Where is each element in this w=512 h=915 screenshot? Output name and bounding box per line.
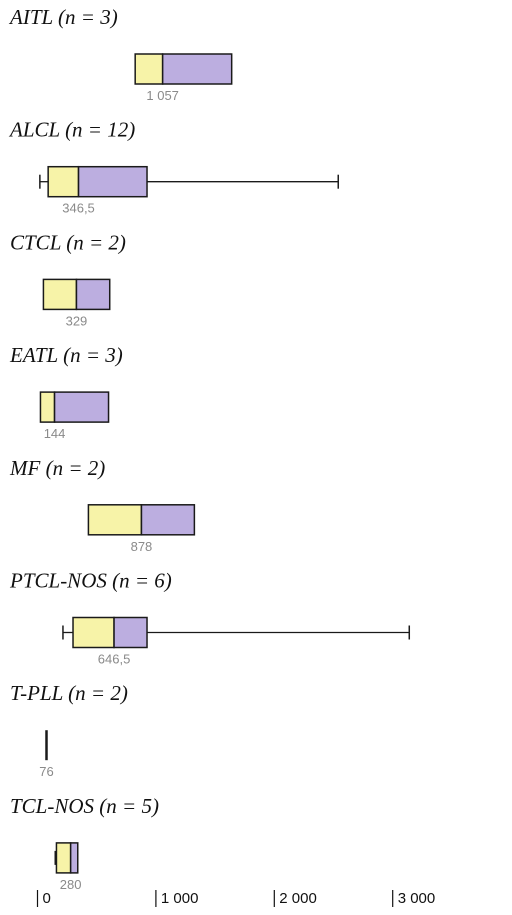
median-label-t-pll: 76	[39, 764, 53, 779]
group-title-ptcl-nos: PTCL-NOS (n = 6)	[9, 569, 172, 593]
box-lower-tcl-nos	[55, 842, 72, 874]
median-label-ctcl: 329	[66, 313, 88, 328]
box-lower-eatl	[39, 391, 56, 423]
group-title-ctcl: CTCL (n = 2)	[10, 230, 126, 254]
box-upper-ctcl	[75, 278, 111, 311]
box-upper-ptcl-nos	[113, 616, 148, 649]
group-title-mf: MF (n = 2)	[9, 456, 105, 480]
group-title-alcl: ALCL (n = 12)	[8, 118, 135, 142]
median-label-mf: 878	[131, 539, 153, 554]
box-upper-alcl	[77, 165, 148, 198]
box-upper-aitl	[161, 53, 233, 85]
median-label-ptcl-nos: 646,5	[98, 652, 131, 667]
x-tick-label-3000: 3 000	[398, 890, 436, 907]
group-title-aitl: AITL (n = 3)	[8, 5, 118, 29]
box-lower-mf	[87, 504, 143, 536]
median-label-aitl: 1 057	[146, 88, 179, 103]
box-lower-ptcl-nos	[72, 616, 115, 649]
median-label-tcl-nos: 280	[60, 877, 82, 892]
group-title-t-pll: T-PLL (n = 2)	[10, 681, 128, 705]
group-title-eatl: EATL (n = 3)	[9, 343, 123, 367]
x-tick-label-1000: 1 000	[161, 890, 199, 907]
x-tick-label-0: 0	[43, 890, 51, 907]
median-label-eatl: 144	[44, 426, 66, 441]
median-label-alcl: 346,5	[62, 201, 95, 216]
box-lower-alcl	[47, 165, 80, 198]
box-upper-mf	[140, 504, 196, 536]
box-upper-tcl-nos	[69, 842, 79, 874]
group-title-tcl-nos: TCL-NOS (n = 5)	[10, 794, 159, 818]
box-lower-aitl	[134, 53, 164, 85]
box-lower-ctcl	[42, 278, 78, 311]
box-upper-eatl	[53, 391, 110, 423]
x-tick-label-2000: 2 000	[279, 890, 317, 907]
